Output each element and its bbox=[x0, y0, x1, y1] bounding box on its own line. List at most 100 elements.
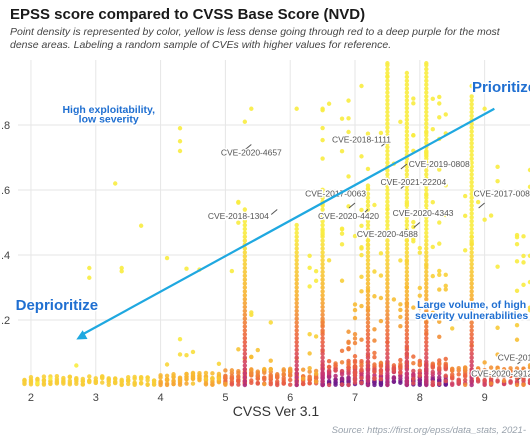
data-point bbox=[495, 367, 500, 373]
data-point bbox=[469, 265, 474, 271]
data-point bbox=[164, 255, 170, 261]
data-point bbox=[320, 226, 325, 232]
data-point bbox=[385, 61, 390, 66]
cve-label: CVE-2017-0088 bbox=[474, 188, 530, 198]
data-point bbox=[190, 375, 196, 380]
data-point bbox=[469, 308, 474, 314]
data-point bbox=[443, 378, 448, 384]
data-point bbox=[352, 315, 358, 321]
cve-label: CVE-2017-0063 bbox=[305, 188, 366, 198]
data-point bbox=[313, 371, 319, 376]
data-point bbox=[242, 254, 248, 259]
data-point bbox=[527, 371, 530, 376]
data-point bbox=[424, 371, 429, 376]
data-point bbox=[469, 375, 474, 380]
data-point bbox=[288, 372, 293, 378]
data-point bbox=[294, 234, 299, 239]
data-point bbox=[404, 371, 410, 376]
data-point bbox=[385, 355, 390, 360]
data-point bbox=[236, 370, 241, 376]
data-point bbox=[372, 376, 377, 381]
cve-leader-line bbox=[381, 140, 388, 147]
data-point bbox=[385, 269, 390, 275]
data-point bbox=[385, 180, 390, 185]
data-point bbox=[74, 381, 79, 386]
data-point bbox=[469, 203, 474, 208]
data-point bbox=[307, 366, 312, 371]
data-point bbox=[307, 332, 312, 337]
data-point bbox=[404, 258, 410, 263]
data-point bbox=[482, 217, 487, 222]
data-point bbox=[411, 368, 416, 374]
data-point bbox=[352, 359, 358, 365]
data-point bbox=[385, 211, 390, 216]
data-point bbox=[385, 70, 390, 76]
data-point bbox=[80, 382, 86, 387]
data-point bbox=[320, 371, 325, 376]
data-point bbox=[294, 375, 299, 380]
data-point bbox=[385, 273, 390, 278]
data-point bbox=[469, 152, 474, 158]
data-point bbox=[385, 254, 390, 259]
data-point bbox=[424, 347, 429, 353]
data-point bbox=[404, 144, 410, 150]
data-point bbox=[236, 347, 241, 352]
data-point bbox=[177, 382, 183, 387]
data-point bbox=[294, 261, 299, 267]
data-point bbox=[424, 297, 429, 302]
data-point bbox=[294, 359, 299, 364]
data-point bbox=[424, 343, 429, 349]
data-point bbox=[320, 351, 325, 356]
data-point bbox=[339, 231, 345, 236]
data-point bbox=[378, 130, 384, 136]
data-point bbox=[404, 281, 410, 286]
data-point bbox=[359, 83, 364, 89]
data-point bbox=[346, 116, 351, 121]
data-point bbox=[365, 211, 371, 216]
data-point bbox=[424, 211, 429, 216]
data-point bbox=[294, 363, 299, 368]
data-point bbox=[385, 148, 390, 154]
data-point bbox=[424, 238, 429, 243]
y-tick-label: .6 bbox=[1, 185, 10, 197]
data-point bbox=[398, 380, 403, 385]
data-point bbox=[385, 234, 390, 239]
data-point bbox=[320, 106, 325, 111]
data-point bbox=[469, 285, 474, 290]
axes: 2 3 4 5 6 7 8 9 .2 .4 .6 .8 CVSS Ver 3.1 bbox=[1, 120, 488, 419]
data-point bbox=[294, 308, 299, 314]
data-point bbox=[242, 289, 248, 294]
data-point bbox=[307, 369, 312, 374]
data-point bbox=[424, 195, 429, 200]
data-point bbox=[385, 105, 390, 111]
data-point bbox=[242, 343, 248, 349]
data-point bbox=[372, 354, 377, 360]
data-point bbox=[378, 381, 384, 386]
cve-leader-line bbox=[361, 209, 369, 215]
data-point bbox=[300, 367, 306, 372]
data-point bbox=[385, 308, 390, 314]
data-point bbox=[294, 226, 299, 232]
data-point bbox=[294, 347, 299, 353]
data-point bbox=[404, 105, 410, 111]
data-point bbox=[443, 287, 448, 292]
data-point bbox=[268, 375, 273, 380]
data-point bbox=[346, 329, 351, 334]
data-point bbox=[424, 273, 429, 278]
data-point bbox=[469, 367, 474, 372]
data-point bbox=[326, 370, 332, 376]
data-point bbox=[424, 281, 429, 286]
data-point bbox=[346, 129, 351, 135]
data-point bbox=[469, 148, 474, 154]
data-point bbox=[495, 378, 500, 383]
data-point bbox=[326, 101, 332, 106]
x-tick-label: 6 bbox=[287, 392, 293, 404]
data-point bbox=[404, 332, 410, 337]
data-point bbox=[359, 245, 364, 250]
data-point bbox=[365, 250, 371, 255]
data-point bbox=[294, 293, 299, 298]
data-point bbox=[469, 129, 474, 134]
data-point bbox=[320, 242, 325, 247]
data-point bbox=[249, 380, 254, 386]
data-point bbox=[527, 279, 530, 285]
